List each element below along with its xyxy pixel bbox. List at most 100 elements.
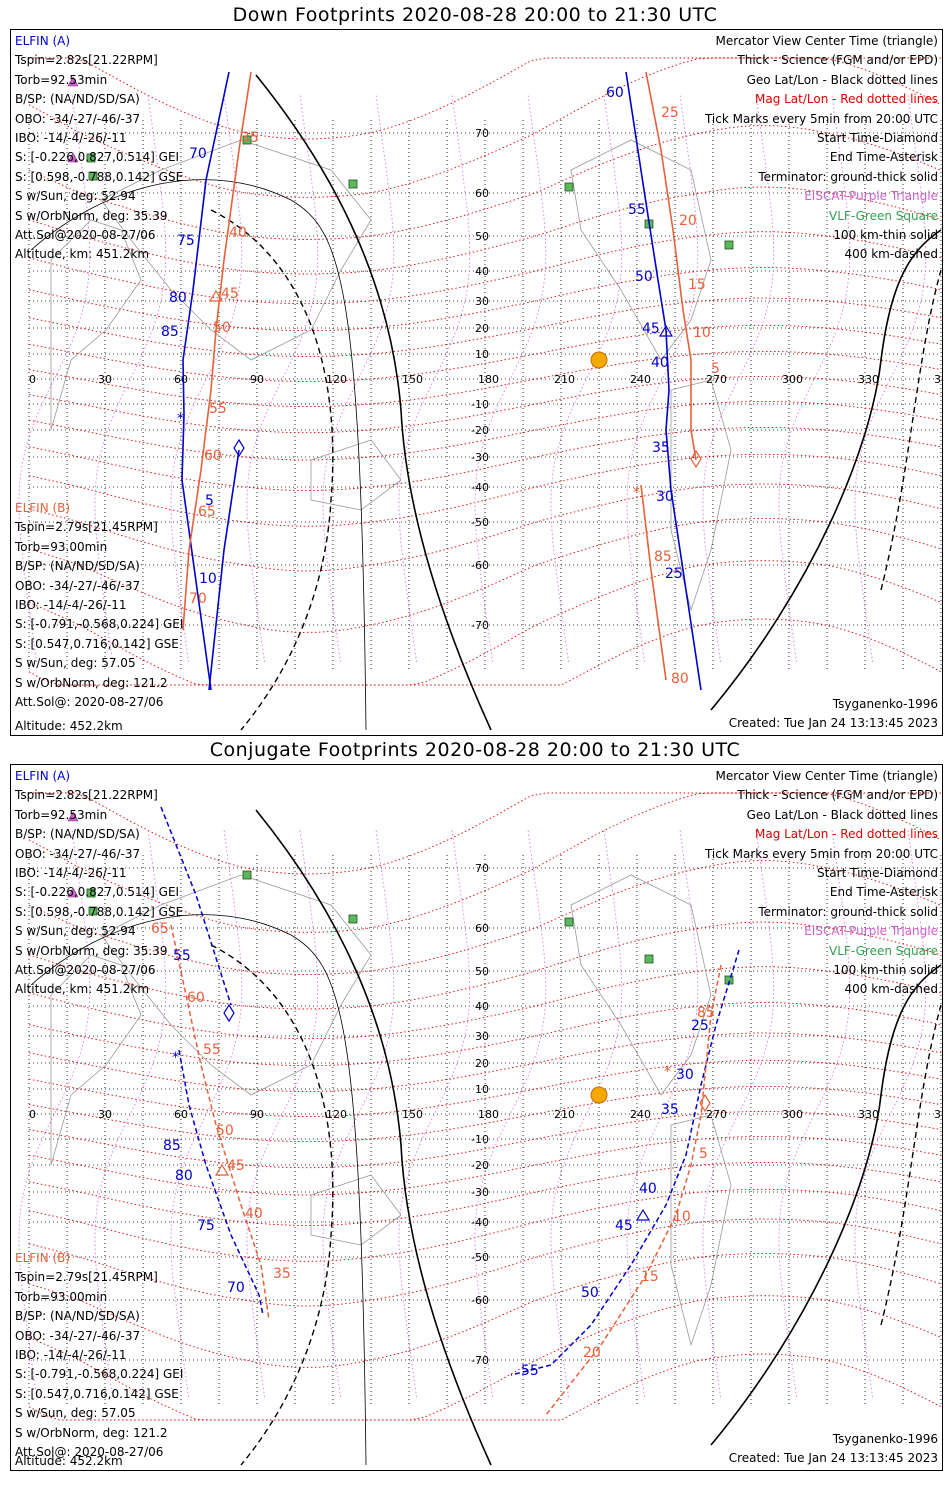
lat-tick-label: -50 — [471, 516, 489, 529]
elfin-b-conj-west — [170, 924, 270, 1321]
vlf-station-icon — [242, 135, 252, 145]
mag-lon-line — [474, 830, 547, 1398]
mag-lon-line — [626, 95, 699, 663]
map-panel-down-footprints: 0 30 60 90 120 150 180 210 240 270 300 330 360 70 60 50… — [10, 29, 943, 736]
track-time-label-a: 30 — [676, 1067, 694, 1083]
lat-tick-label: 60 — [475, 922, 489, 935]
terminator-ground — [255, 74, 492, 731]
info-line: B/SP: (NA/ND/SD/SA) — [15, 92, 140, 107]
elfin-a-conj-west-2 — [178, 1049, 264, 1316]
lat-tick-label: 50 — [475, 965, 489, 978]
lat-tick-label: -40 — [471, 1216, 489, 1229]
continent-outline — [310, 439, 402, 511]
info-line: Att.Sol@: 2020-08-27/06 — [15, 694, 164, 709]
mag-lon-line — [322, 830, 395, 1398]
track-time-label-a: 40 — [639, 1181, 657, 1197]
mag-lon-line — [398, 95, 471, 663]
track-time-label-b: 70 — [189, 591, 207, 607]
track-time-label-b: 80 — [671, 671, 689, 687]
track-time-label-b: 60 — [204, 448, 222, 464]
vlf-station-icon — [86, 888, 96, 898]
info-line: OBO: -34/-27/-46/-37 — [15, 846, 141, 861]
continent-outline — [50, 219, 142, 431]
legend-entry: Start Time-Diamond — [816, 130, 938, 145]
mag-lat-line — [28, 350, 942, 408]
mag-lat-line — [28, 1295, 942, 1421]
track-time-label-a: 85 — [163, 1138, 181, 1154]
elfin-a-track-west-tail — [208, 449, 240, 691]
track-time-label-b: 65 — [198, 504, 216, 520]
lat-tick-label: 20 — [475, 322, 489, 335]
terminator-400km — [210, 944, 334, 1466]
elfin-a-conj-east — [510, 949, 740, 1376]
lat-tick-label: -60 — [471, 559, 489, 572]
lat-tick-label: 30 — [475, 1030, 489, 1043]
info-line: Torb=92.53min — [15, 72, 108, 87]
info-line: B/SP: (NA/ND/SD/SA) — [15, 827, 140, 842]
info-line: S w/Sun, deg: 57.05 — [15, 1406, 136, 1421]
mag-lat-line — [28, 57, 942, 198]
track-time-label-b: 45 — [221, 286, 239, 302]
legend-entry: Mag Lat/Lon - Red dotted lines — [754, 92, 938, 107]
lon-tick-label: 210 — [554, 1108, 575, 1121]
mag-lat-line — [28, 1059, 942, 1117]
elfin-b-track-west — [182, 71, 252, 631]
footer-altitude: Altitude: 452.2km — [15, 719, 123, 733]
eiscat-station-icon — [67, 152, 79, 163]
elfin-a-heading: ELFIN (A) — [15, 34, 71, 48]
legend-entry: End Time-Asterisk — [829, 150, 938, 165]
lon-tick-label: 300 — [782, 1108, 803, 1121]
panel-title-down: Down Footprints 2020-08-28 20:00 to 21:3… — [232, 4, 718, 26]
track-time-label-b: 85 — [697, 1005, 715, 1021]
legend-entry: Thick - Science (FGM and/or EPD) — [737, 788, 938, 803]
footer-altitude: Altitude: 452.2km — [15, 1454, 123, 1468]
model-name: Tsyganenko-1996 — [832, 1432, 938, 1446]
legend-entry: Thick - Science (FGM and/or EPD) — [737, 53, 938, 68]
mag-lon-line — [170, 830, 243, 1398]
track-time-label-b: 15 — [641, 1269, 659, 1285]
lat-tick-label: 70 — [475, 862, 489, 875]
track-time-label-b: 5 — [699, 1146, 708, 1162]
track-time-label-a: 35 — [652, 440, 670, 456]
mag-lat-line — [28, 401, 942, 461]
continent-outline — [100, 139, 372, 361]
track-time-label-a: 55 — [173, 948, 191, 964]
vlf-station-icon — [348, 179, 358, 189]
track-time-label-a: 70 — [227, 1280, 245, 1296]
mag-lon-line — [626, 830, 699, 1398]
mag-lat-line — [28, 1161, 942, 1226]
legend-entry: 100 km-thin solid — [833, 962, 938, 977]
lon-tick-label: 300 — [782, 373, 803, 386]
track-time-label-a: 80 — [175, 1168, 193, 1184]
track-time-label-b: 85 — [654, 549, 672, 565]
end-asterisk-a: * — [172, 1050, 179, 1066]
continent-outline — [670, 379, 732, 612]
legend-entry: Start Time-Diamond — [816, 865, 938, 880]
created-timestamp: Created: Tue Jan 24 13:13:45 2023 — [728, 716, 938, 730]
terminator-400km — [880, 269, 942, 591]
continent-outline — [670, 1114, 732, 1347]
vlf-station-icon — [88, 906, 98, 916]
info-line: Torb=93.00min — [15, 539, 108, 554]
vlf-station-icon — [86, 153, 96, 163]
track-time-label-a: 70 — [189, 146, 207, 162]
terminator-100km — [30, 179, 367, 731]
mag-lat-line — [28, 560, 942, 686]
legend-entry: Terminator: ground-thick solid — [758, 904, 938, 919]
info-line: S: [0.598,-0.788,0.142] GSE — [15, 169, 184, 184]
mag-lat-line — [28, 860, 942, 975]
lat-tick-label: 10 — [475, 348, 489, 361]
elfin-b-heading: ELFIN (B) — [15, 1251, 71, 1265]
track-time-label-a: 80 — [169, 290, 187, 306]
mag-lat-line — [28, 618, 942, 686]
track-time-label-b: 45 — [227, 1158, 245, 1174]
lon-tick-label: 90 — [250, 1108, 264, 1121]
track-time-label-b: 35 — [241, 130, 259, 146]
track-time-label-a: 75 — [177, 233, 195, 249]
mag-lat-line — [28, 324, 942, 382]
mag-lon-line — [94, 95, 167, 663]
mag-lon-line — [246, 95, 319, 663]
info-line: Att.Sol@2020-08-27/06 — [15, 227, 156, 242]
legend-entry: Geo Lat/Lon - Black dotted lines — [746, 807, 938, 822]
start-diamond-a — [223, 1003, 235, 1023]
